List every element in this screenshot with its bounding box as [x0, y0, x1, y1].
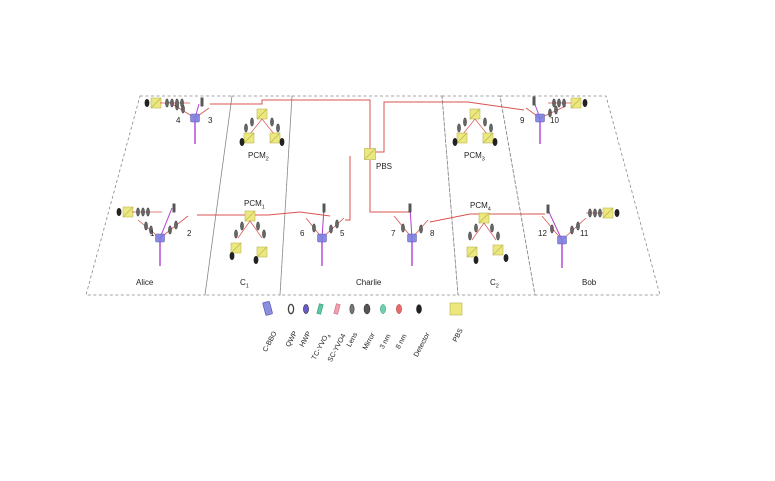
filter-8nm-icon — [396, 304, 402, 314]
beam-8-to-12 — [429, 213, 545, 223]
filter-3nm-icon — [380, 304, 386, 314]
source-module-alice-bottom — [137, 203, 189, 266]
beam-pbs-to-10 — [370, 101, 525, 153]
region-c1-outline — [204, 95, 293, 296]
source-label-10: 10 — [550, 116, 559, 125]
pcm-label-4: PCM4 — [470, 201, 491, 213]
source-label-4: 4 — [176, 116, 181, 125]
source-label-1: 1 — [150, 229, 155, 238]
source-label-8: 8 — [430, 229, 435, 238]
central-pbs — [364, 148, 376, 160]
detector-pair-bob-bottom — [586, 207, 620, 219]
detector-pair-alice-bottom — [116, 206, 162, 218]
beam-paths — [197, 99, 545, 223]
region-charlie-outline — [279, 95, 459, 296]
pcm-modules — [229, 108, 509, 264]
region-label-charlie: Charlie — [356, 278, 382, 287]
tc-yvo4-icon — [316, 303, 324, 315]
source-module-bob-bottom — [541, 204, 587, 268]
pcm-label-2: PCM2 — [248, 151, 269, 163]
source-module-bob-top — [525, 96, 567, 144]
pcm-label-1: PCM1 — [244, 199, 265, 211]
detector-icon — [416, 304, 422, 314]
source-label-12: 12 — [538, 229, 547, 238]
region-alice-outline — [85, 95, 233, 296]
legend-icons — [262, 301, 463, 316]
beam-pbs-down-right — [369, 160, 410, 213]
crystal-icon — [262, 301, 273, 316]
source-modules — [116, 96, 620, 268]
detector-pair-alice-top — [144, 97, 190, 109]
mirror-icon — [363, 303, 371, 315]
pbs-icon — [449, 302, 463, 316]
source-label-5: 5 — [340, 229, 345, 238]
detector-pair-bob-top — [548, 97, 588, 109]
pcm-module-3 — [452, 108, 498, 146]
region-label-alice: Alice — [136, 278, 154, 287]
central-pbs-label: PBS — [376, 162, 393, 171]
region-bob-outline — [499, 95, 661, 296]
region-label-c2: C2 — [490, 278, 499, 290]
source-module-charlie-right — [393, 203, 429, 266]
pcm-module-2 — [239, 108, 285, 146]
pcm-module-4 — [466, 212, 509, 264]
qwp-icon — [287, 303, 295, 315]
region-label-c1: C1 — [240, 278, 249, 290]
pcm-label-3: PCM3 — [464, 151, 485, 163]
source-module-alice-top — [168, 97, 210, 144]
source-label-7: 7 — [391, 229, 396, 238]
beam-3-to-pbs — [210, 99, 371, 152]
source-label-11: 11 — [580, 229, 589, 238]
region-outlines — [85, 95, 661, 296]
beam-2-to-5 — [197, 211, 331, 217]
hwp-icon — [303, 304, 309, 314]
region-label-bob: Bob — [582, 278, 597, 287]
source-label-2: 2 — [187, 229, 192, 238]
lens-icon — [349, 303, 355, 315]
pcm-module-1 — [229, 210, 268, 264]
beam-pbs-down-left — [345, 156, 351, 221]
sc-yvo4-icon — [333, 303, 341, 315]
source-module-charlie-left — [305, 203, 345, 266]
source-label-3: 3 — [208, 116, 213, 125]
source-label-6: 6 — [300, 229, 305, 238]
source-label-9: 9 — [520, 116, 525, 125]
